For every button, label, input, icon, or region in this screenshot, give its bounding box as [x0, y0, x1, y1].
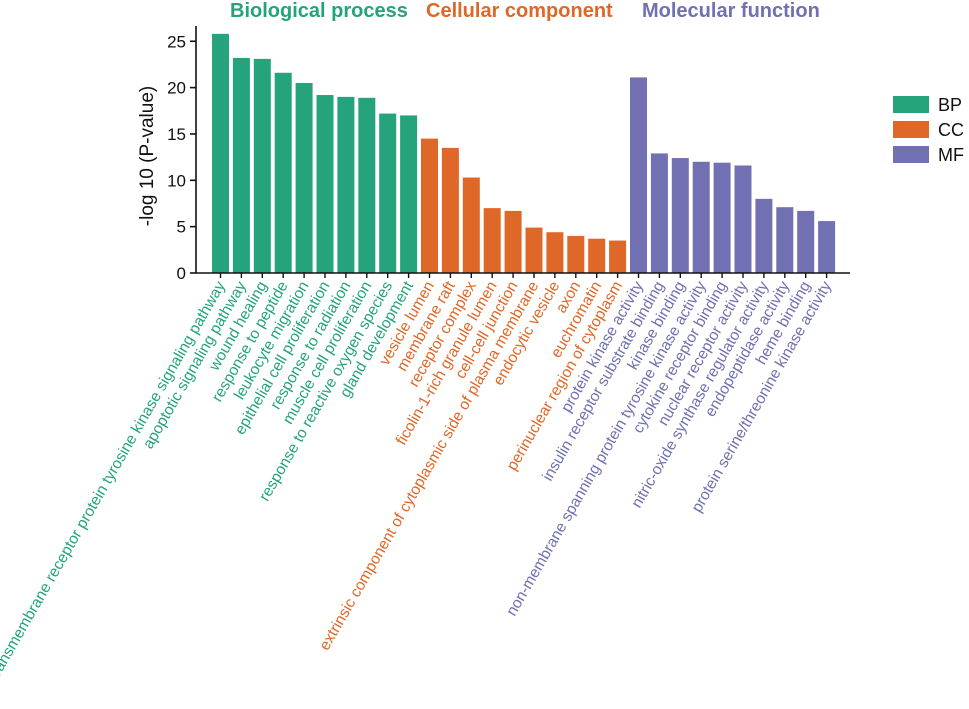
- bar-bp-4: [274, 72, 292, 273]
- bars: [212, 33, 836, 274]
- legend-swatch-cc: [893, 121, 929, 138]
- bar-mf-28: [776, 207, 794, 273]
- bar-mf-23: [671, 158, 689, 273]
- bar-cc-17: [546, 232, 564, 273]
- bar-mf-24: [692, 161, 710, 273]
- bar-bp-9: [379, 113, 397, 273]
- legend-label-bp: BP: [938, 95, 962, 115]
- bar-cc-18: [567, 235, 585, 273]
- bar-bp-7: [337, 96, 355, 273]
- bar-mf-26: [734, 165, 752, 273]
- bar-bp-1: [212, 33, 229, 273]
- bar-bp-3: [253, 58, 271, 273]
- y-tick-label: 15: [167, 125, 186, 144]
- bar-cc-14: [483, 208, 501, 273]
- group-title-cc: Cellular component: [426, 0, 613, 22]
- category-labels: transmembrane receptor protein tyrosine …: [0, 278, 835, 683]
- bar-bp-2: [232, 57, 250, 274]
- bar-cc-12: [441, 147, 459, 273]
- y-tick-label: 0: [177, 264, 186, 283]
- group-title-mf: Molecular function: [642, 0, 820, 22]
- bar-cc-16: [525, 227, 543, 273]
- y-tick-label: 10: [167, 171, 186, 190]
- group-titles: Biological process Cellular component Mole…: [230, 0, 820, 22]
- bar-cc-15: [504, 210, 522, 273]
- y-tick-label: 20: [167, 79, 186, 98]
- y-tick-label: 25: [167, 32, 186, 51]
- bar-mf-25: [713, 162, 731, 273]
- bar-cc-20: [609, 240, 627, 273]
- bar-mf-27: [755, 198, 773, 273]
- category-label: transmembrane receptor protein tyrosine …: [0, 278, 229, 682]
- bar-bp-10: [400, 115, 418, 273]
- bar-mf-22: [650, 153, 668, 273]
- y-axis-title: -log 10 (P-value): [137, 86, 158, 226]
- bar-cc-19: [588, 238, 606, 273]
- legend-label-mf: MF: [938, 145, 964, 165]
- legend: BP CC MF: [893, 95, 964, 165]
- bar-mf-21: [630, 77, 647, 273]
- bar-bp-8: [358, 97, 376, 273]
- legend-swatch-mf: [893, 146, 929, 163]
- bar-mf-30: [818, 221, 836, 273]
- bar-bp-6: [316, 95, 334, 273]
- y-tick-label: 5: [177, 218, 186, 237]
- bar-mf-29: [797, 210, 815, 273]
- bar-cc-13: [462, 177, 480, 273]
- legend-swatch-bp: [893, 96, 929, 113]
- bar-cc-11: [421, 138, 438, 273]
- axes: 0 5 10 15 20 25: [167, 26, 850, 283]
- bar-bp-5: [295, 82, 313, 273]
- group-title-bp: Biological process: [230, 0, 408, 22]
- legend-label-cc: CC: [938, 120, 964, 140]
